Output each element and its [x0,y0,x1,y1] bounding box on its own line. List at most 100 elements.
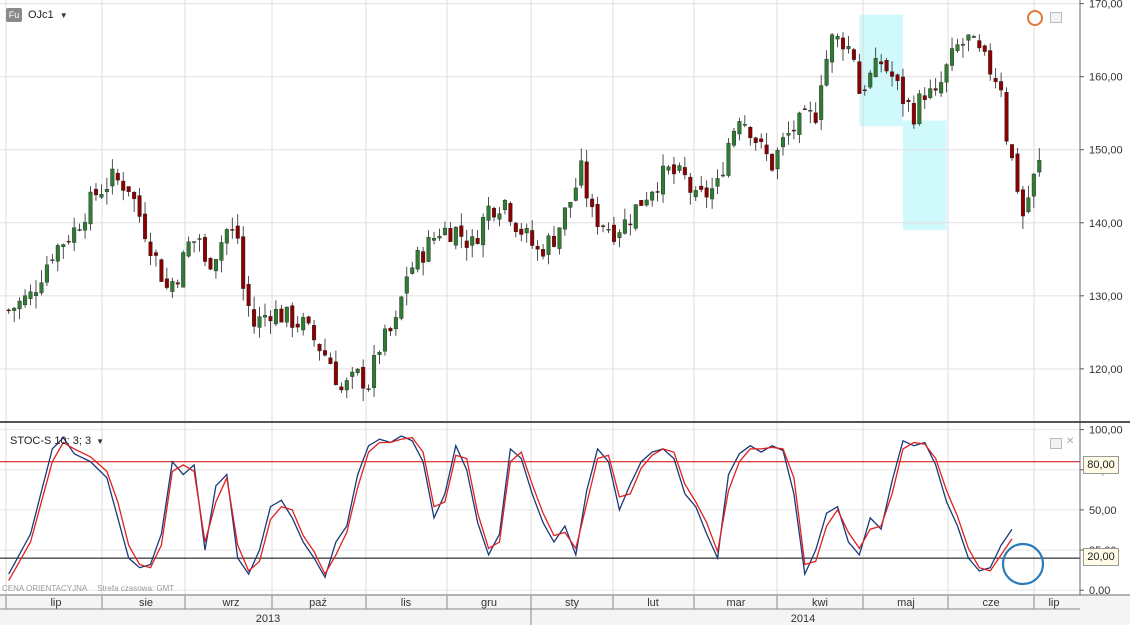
candle-body [464,240,469,248]
month-label: lip [1048,597,1059,609]
candle-body [781,137,786,148]
candle-body [186,241,191,257]
candle-body [115,172,120,181]
candle-body [513,222,518,233]
candle-body [306,316,311,324]
candle-body [50,259,55,261]
year-label: 2013 [256,613,280,625]
price-tick-label: 160,00 [1089,72,1123,84]
candle-body [666,166,671,171]
month-label: kwi [812,597,828,609]
highlight-box [902,120,947,231]
candle-body [208,257,213,270]
candle-body [715,178,720,187]
maximize-icon[interactable] [1050,12,1062,23]
candle-body [448,227,453,242]
oversold-tag: 20,00 [1083,548,1119,566]
candle-body [884,60,889,72]
stoch-tick-label: 100,00 [1089,425,1123,437]
symbol-badge[interactable]: Fu [6,8,22,22]
candle-body [704,187,709,198]
close-icon[interactable]: ✕ [1066,436,1075,447]
candle-body [819,85,824,120]
candle-body [284,306,289,323]
candle-body [671,164,676,175]
candle-body [519,228,524,235]
candle-body [999,81,1004,91]
chart-toolbar: Fu OJc1 ▼ [6,8,68,22]
price-tick-label: 120,00 [1089,364,1123,376]
candle-body [650,191,655,201]
candle-body [137,195,142,217]
candle-body [55,245,60,262]
candle-body [982,45,987,52]
candle-body [993,78,998,83]
candle-body [361,366,366,389]
candle-body [257,316,262,328]
candle-body [922,95,927,100]
candle-body [1015,153,1020,192]
candle-body [601,225,606,227]
candle-body [541,249,546,257]
candle-body [562,207,567,230]
footer-note: CENA ORIENTACYJNA Strefa czasowa: GMT [2,584,174,593]
candle-body [355,368,360,373]
clock-icon[interactable] [1027,10,1043,26]
candle-body [99,194,104,198]
candle-body [731,130,736,146]
candle-body [377,351,382,355]
candle-body [633,204,638,229]
candle-body [372,355,377,388]
maximize-icon[interactable] [1050,438,1062,449]
candle-body [693,190,698,198]
candle-body [557,227,562,249]
candle-body [797,112,802,135]
candle-body [475,238,480,244]
candle-body [911,102,916,125]
candle-body [895,74,900,81]
candle-body [1037,159,1042,173]
candle-body [339,386,344,391]
candle-body [404,276,409,294]
candle-body [868,72,873,88]
candle-body [213,259,218,272]
overbought-tag: 80,00 [1083,456,1119,474]
chevron-down-icon[interactable]: ▼ [96,436,105,446]
grid-lines [0,0,1080,595]
candle-body [710,188,715,200]
candle-body [928,88,933,98]
candle-body [655,191,660,193]
candle-body [192,241,197,243]
candle-body [312,325,317,341]
candle-body [415,250,420,270]
candle-body [846,46,851,50]
candle-body [344,380,349,391]
candle-body [132,192,137,200]
month-label: sie [139,597,153,609]
candle-body [508,203,513,222]
candle-body [393,317,398,330]
chevron-down-icon[interactable]: ▼ [59,10,68,20]
candle-body [759,138,764,142]
candle-body [753,137,758,144]
candle-body [639,199,644,206]
candle-body [410,267,415,274]
candle-body [88,191,93,225]
candle-body [857,61,862,94]
candle-body [764,144,769,155]
candle-body [606,229,611,231]
candle-body [61,244,66,247]
candle-body [906,99,911,102]
candle-body [835,36,840,40]
candle-body [579,160,584,186]
candle-body [813,112,818,123]
candle-body [322,350,327,356]
symbol-label[interactable]: OJc1 [28,9,54,21]
candle-body [611,224,616,242]
candle-body [530,230,535,246]
candle-body [295,323,300,328]
indicator-label[interactable]: STOC-S 10; 3; 3 [10,435,92,447]
candle-body [459,225,464,237]
candle-body [726,142,731,176]
